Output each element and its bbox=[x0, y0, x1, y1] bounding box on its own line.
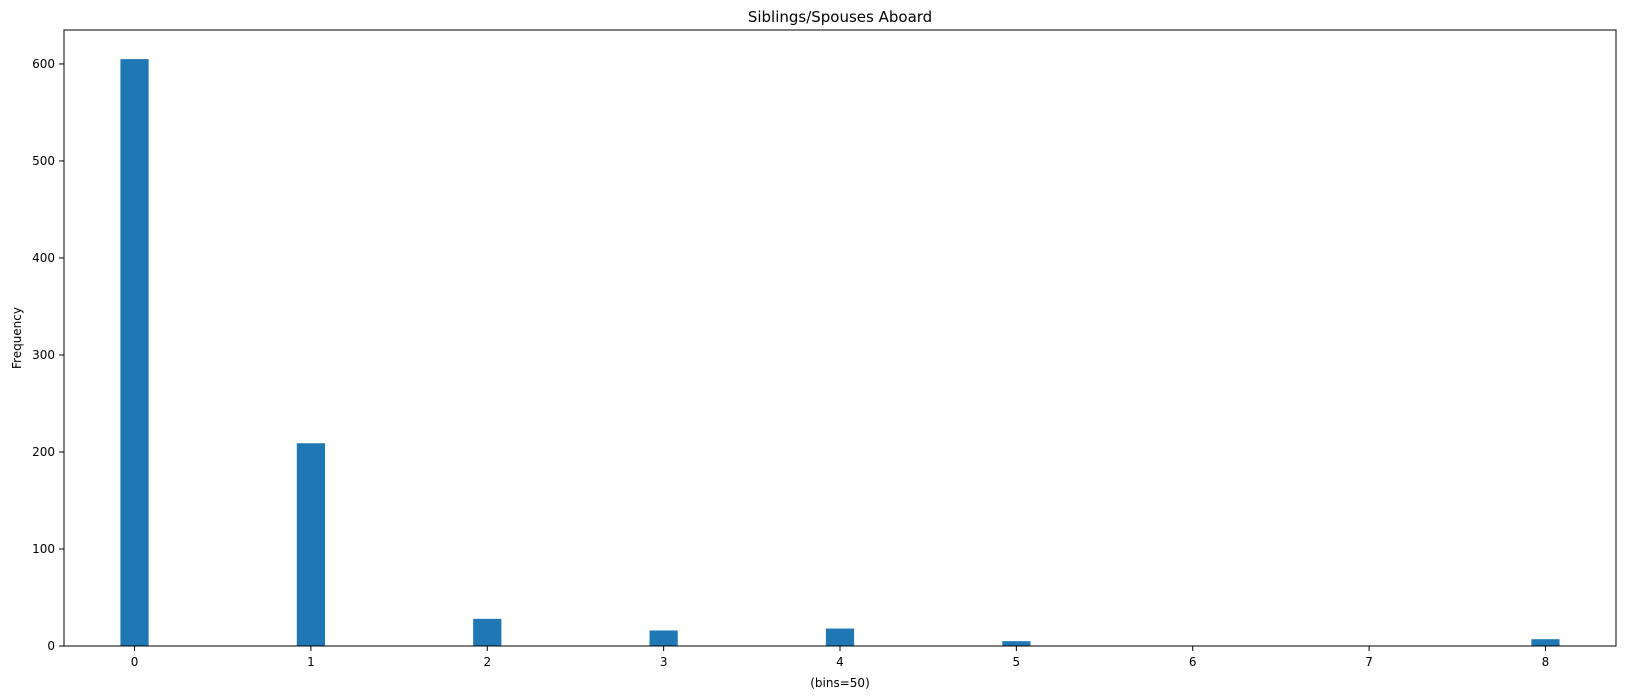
bars-layer bbox=[120, 59, 1560, 647]
y-tick-label: 500 bbox=[32, 154, 55, 168]
y-tick-label: 100 bbox=[32, 542, 55, 556]
x-tick-label: 1 bbox=[307, 655, 315, 669]
x-axis-label: (bins=50) bbox=[810, 676, 870, 690]
x-tick-label: 6 bbox=[1189, 655, 1197, 669]
x-tick-label: 4 bbox=[836, 655, 844, 669]
x-tick-label: 5 bbox=[1013, 655, 1021, 669]
bar-4 bbox=[825, 628, 855, 646]
x-tick-label: 7 bbox=[1365, 655, 1373, 669]
y-tick-label: 600 bbox=[32, 57, 55, 71]
y-tick-label: 0 bbox=[47, 639, 55, 653]
y-tick-label: 200 bbox=[32, 445, 55, 459]
bar-8 bbox=[1531, 639, 1560, 646]
axes-layer: 0 1 2 3 4 5 6 7 8 0 100 200 300 400 500 600 bbox=[32, 29, 1617, 669]
x-tick-label: 8 bbox=[1542, 655, 1550, 669]
bar-3 bbox=[649, 630, 678, 646]
bar-1 bbox=[296, 443, 326, 646]
x-tick-label: 2 bbox=[483, 655, 491, 669]
bar-0 bbox=[120, 59, 149, 647]
bar-2 bbox=[473, 618, 502, 646]
chart-title: Siblings/Spouses Aboard bbox=[748, 8, 932, 26]
y-tick-label: 400 bbox=[32, 251, 55, 265]
bar-5 bbox=[1002, 641, 1031, 646]
x-tick-label: 3 bbox=[660, 655, 668, 669]
y-axis-label: Frequency bbox=[10, 307, 24, 369]
y-tick-label: 300 bbox=[32, 348, 55, 362]
x-tick-label: 0 bbox=[131, 655, 139, 669]
